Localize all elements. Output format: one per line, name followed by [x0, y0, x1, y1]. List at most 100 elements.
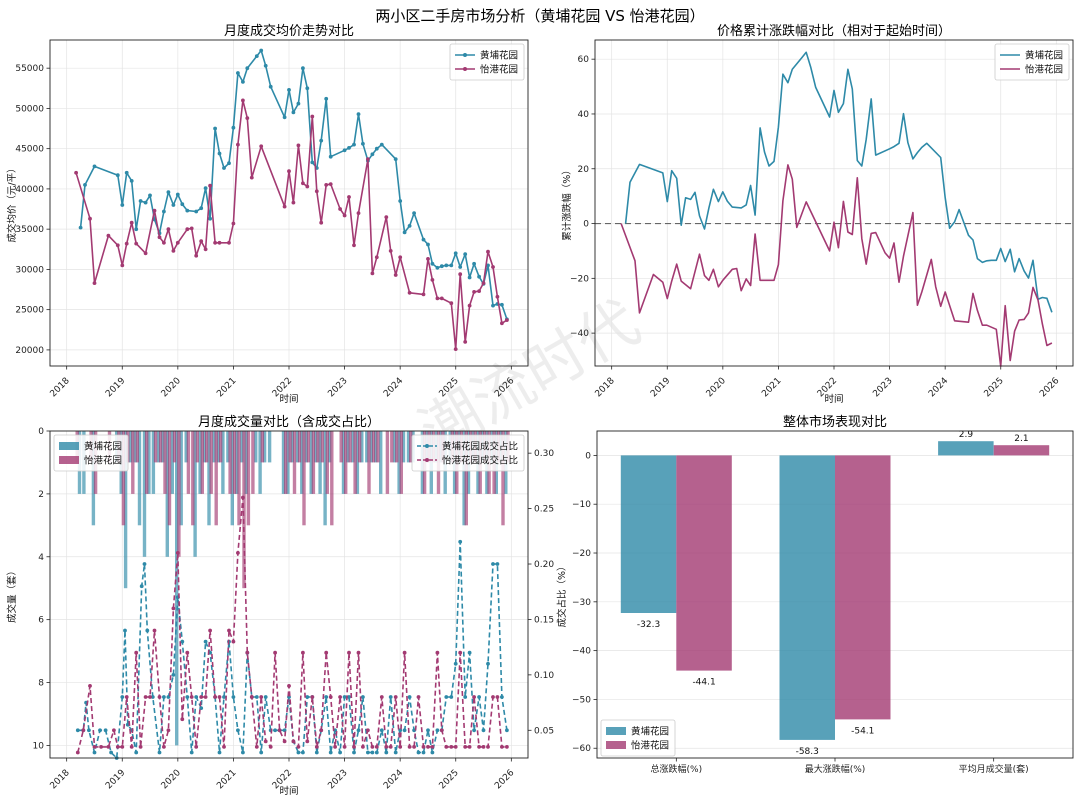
data-point: [374, 255, 379, 260]
y-tick-label: 50000: [15, 104, 44, 114]
data-point: [199, 695, 204, 699]
data-point: [74, 170, 78, 175]
data-point: [430, 278, 435, 282]
data-point: [402, 650, 407, 655]
data-point: [435, 265, 440, 270]
data-point: [175, 192, 180, 197]
data-point: [314, 745, 319, 749]
data-point: [162, 209, 166, 214]
volume-bar: [232, 431, 237, 494]
data-point: [273, 650, 277, 655]
data-point: [333, 745, 337, 749]
data-point: [467, 745, 472, 749]
volume-bar: [371, 431, 376, 463]
panel-title: 价格累计涨跌幅对比（相对于起始时间）: [717, 23, 951, 39]
y2-tick-label: 0.25: [534, 505, 554, 515]
y-tick-label: 30000: [15, 265, 44, 275]
volume-bar: [369, 431, 373, 463]
y-axis-label: 成交均价（元/平）: [6, 163, 18, 242]
data-point: [88, 216, 92, 221]
data-point: [384, 215, 389, 220]
data-point: [88, 684, 92, 688]
data-point: [319, 728, 324, 733]
data-point: [227, 161, 231, 166]
volume-bar: [297, 431, 302, 463]
volume-bar: [397, 431, 401, 494]
data-point: [486, 745, 490, 749]
data-point: [166, 190, 171, 195]
volume-bar: [128, 431, 133, 463]
x-axis-label: 时间: [824, 393, 843, 405]
volume-bar: [346, 431, 350, 463]
figure-title: 两小区二手房市场分析（黄埔花园 VS 怡港花园）: [375, 7, 704, 25]
volume-bar: [163, 431, 167, 494]
volume-bar: [355, 431, 360, 494]
volume-bar: [226, 431, 230, 463]
volume-bar: [133, 431, 137, 463]
data-point: [477, 274, 481, 279]
y-tick-label: 35000: [15, 225, 44, 235]
volume-bar: [212, 431, 216, 463]
y-tick-label: 0: [583, 220, 589, 230]
data-point: [421, 237, 426, 242]
volume-bar: [218, 431, 223, 463]
y-axis-label: 成交量（套）: [6, 566, 18, 623]
data-point: [463, 340, 468, 344]
data-point: [430, 261, 435, 266]
data-point: [347, 650, 351, 655]
data-point: [115, 745, 120, 749]
data-point: [407, 745, 412, 749]
volume-bar: [237, 431, 241, 526]
data-point: [145, 628, 150, 633]
data-point: [287, 684, 291, 688]
data-point: [472, 728, 476, 733]
data-point: [296, 101, 301, 106]
legend-label: 黄埔花园: [1025, 50, 1063, 62]
volume-bar: [353, 431, 357, 494]
data-point: [99, 745, 103, 749]
data-point: [87, 728, 91, 733]
data-point: [342, 213, 347, 218]
data-point: [439, 296, 444, 301]
data-point: [449, 695, 454, 699]
data-point: [166, 227, 171, 232]
data-point: [157, 235, 162, 240]
data-point: [486, 263, 490, 268]
data-point: [439, 264, 444, 269]
legend-label: 怡港花园: [1025, 64, 1063, 76]
y-tick-label: 40: [578, 110, 590, 120]
data-point: [134, 650, 139, 655]
data-point: [162, 745, 166, 749]
data-point: [486, 249, 490, 254]
data-point: [342, 695, 347, 699]
volume-bar: [306, 431, 311, 463]
data-point: [458, 272, 463, 277]
data-point: [199, 239, 204, 244]
data-point: [314, 750, 319, 755]
volume-bar: [193, 431, 197, 557]
data-point: [134, 241, 139, 246]
data-point: [81, 728, 86, 733]
legend-swatch: [59, 456, 79, 464]
volume-bar: [399, 431, 403, 494]
data-point: [444, 745, 449, 749]
volume-bar: [198, 431, 202, 494]
price-trend-panel: 月度成交均价走势对比 20000 25000 30000 35000 40000 45000…: [6, 23, 529, 405]
legend-swatch: [606, 727, 626, 735]
y-tick-label: 10: [33, 741, 45, 751]
volume-bar: [207, 431, 211, 526]
data-point: [352, 745, 356, 749]
data-point: [231, 695, 236, 699]
volume-bar: [318, 431, 322, 494]
data-point: [412, 211, 416, 216]
volume-bar: [230, 431, 234, 526]
summary-bar: [779, 455, 835, 740]
panel-title: 整体市场表现对比: [783, 414, 887, 430]
volume-bar: [161, 431, 165, 463]
data-point: [231, 221, 236, 226]
data-point: [296, 745, 301, 749]
legend-label: 怡港花园: [84, 455, 122, 467]
y-axis-label: 累计涨跌幅（%）: [561, 165, 573, 241]
data-point: [236, 551, 240, 555]
data-point: [481, 745, 486, 749]
